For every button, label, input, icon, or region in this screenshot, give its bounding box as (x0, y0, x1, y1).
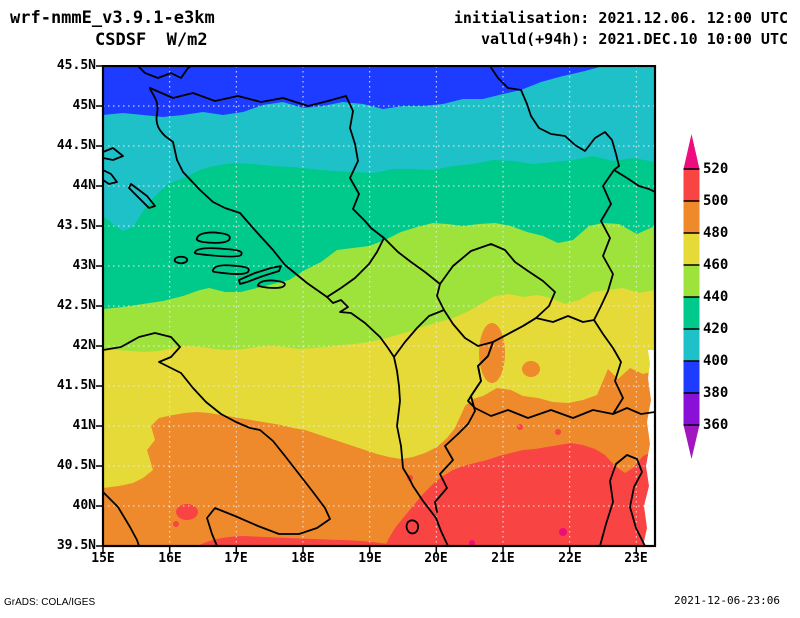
lon-label: 17E (224, 551, 248, 566)
colorbar-arrow-top (683, 134, 700, 169)
colorbar-band-480-500 (683, 201, 700, 233)
lat-label: 42.5N (56, 298, 96, 313)
lon-label: 15E (91, 551, 115, 566)
lon-label: 19E (358, 551, 382, 566)
island-corfu (405, 519, 419, 535)
magenta-spot-over-520 (559, 528, 567, 536)
colorbar-arrow-bottom (683, 425, 700, 459)
colorbar-label: 440 (703, 289, 729, 305)
grid-lines (103, 66, 655, 546)
colorbar (683, 134, 700, 459)
island-brac (195, 231, 231, 244)
island-mljet (256, 279, 286, 289)
colorbar-band-360-380 (683, 393, 700, 425)
red-patch (176, 504, 198, 520)
lat-label: 45.5N (56, 58, 96, 73)
lat-ticks (96, 65, 103, 547)
border-drina (349, 160, 385, 239)
grads-credit: GrADS: COLA/IGES (4, 597, 96, 608)
axis-ticks (96, 65, 638, 554)
greek-coast-thermaic (599, 454, 646, 546)
lat-label: 41N (72, 418, 96, 433)
lon-label: 18E (291, 551, 315, 566)
lon-label: 21E (491, 551, 515, 566)
colorbar-band-460-480 (683, 233, 700, 265)
border-montenegro-albania (393, 309, 445, 358)
lat-label: 40N (72, 498, 96, 513)
magenta-spot-over-520 (469, 540, 475, 546)
border-sava-croatia-serbia (149, 87, 359, 162)
peljesac-peninsula (238, 265, 282, 285)
band-500-520 (385, 443, 655, 546)
border-kosovo (436, 243, 556, 347)
island-vis (173, 255, 189, 265)
island-pag (103, 147, 124, 185)
colorbar-band-380-400 (683, 361, 700, 393)
colorbar-label: 420 (703, 321, 729, 337)
forecast-map (96, 65, 657, 554)
border-greece-albania (434, 433, 459, 513)
italy-adriatic-coast (103, 332, 331, 546)
lat-label: 40.5N (56, 458, 96, 473)
lat-label: 39.5N (56, 538, 96, 553)
lon-ticks (102, 546, 638, 554)
red-spot (555, 429, 561, 435)
valid-time-line: valld(+94h): 2021.DEC.10 10:00 UTC (480, 30, 788, 48)
island-korcula (211, 264, 250, 275)
colorbar-label: 500 (703, 193, 729, 209)
lat-label: 44.5N (56, 138, 96, 153)
red-patch (198, 536, 399, 546)
colorbar-label: 460 (703, 257, 729, 273)
colorbar-label: 480 (703, 225, 729, 241)
lat-label: 43N (72, 258, 96, 273)
lon-label: 22E (558, 551, 582, 566)
variable-title: CSDSF W/m2 (95, 30, 208, 50)
lat-label: 41.5N (56, 378, 96, 393)
colorbar-label: 380 (703, 385, 729, 401)
lat-label: 44N (72, 178, 96, 193)
adriatic-coastline (149, 88, 449, 546)
border-bulgaria-greece (612, 407, 655, 415)
colorbar-band-500-520 (683, 169, 700, 201)
colorbar-band-440-460 (683, 265, 700, 297)
kvarner-coast (137, 66, 192, 79)
colorbar-label: 520 (703, 161, 729, 177)
border-serbia-bulgaria (593, 169, 615, 321)
lon-label: 16E (158, 551, 182, 566)
init-time-line: initialisation: 2021.12.06. 12:00 UTC (453, 9, 788, 27)
red-spot (517, 424, 523, 430)
colorbar-label: 360 (703, 417, 729, 433)
orange-patch (522, 361, 540, 377)
lat-label: 45N (72, 98, 96, 113)
colorbar-band-400-420 (683, 329, 700, 361)
model-title: wrf-nmmE_v3.9.1-e3km (10, 8, 215, 28)
data-void-strip (643, 350, 655, 546)
colorbar-band-420-440 (683, 297, 700, 329)
italy-tyrrhenian-coast (103, 491, 140, 546)
borders-layer (103, 66, 655, 546)
border-danube-north (489, 66, 655, 193)
lat-label: 43.5N (56, 218, 96, 233)
border-montenegro-bosnia (326, 237, 385, 298)
lon-label: 23E (624, 551, 648, 566)
red-patch (173, 521, 179, 527)
lat-label: 42N (72, 338, 96, 353)
orange-patch (479, 323, 505, 383)
island-dugi-otok (128, 183, 156, 209)
island-hvar (193, 247, 243, 258)
colorbar-label: 400 (703, 353, 729, 369)
colorbar-tick-lines (683, 168, 700, 426)
creation-timestamp: 2021-12-06-23:06 (674, 594, 780, 607)
border-montenegro-serbia (383, 237, 441, 285)
lon-label: 20E (424, 551, 448, 566)
band-380-400 (103, 66, 603, 117)
map-field (103, 66, 655, 546)
